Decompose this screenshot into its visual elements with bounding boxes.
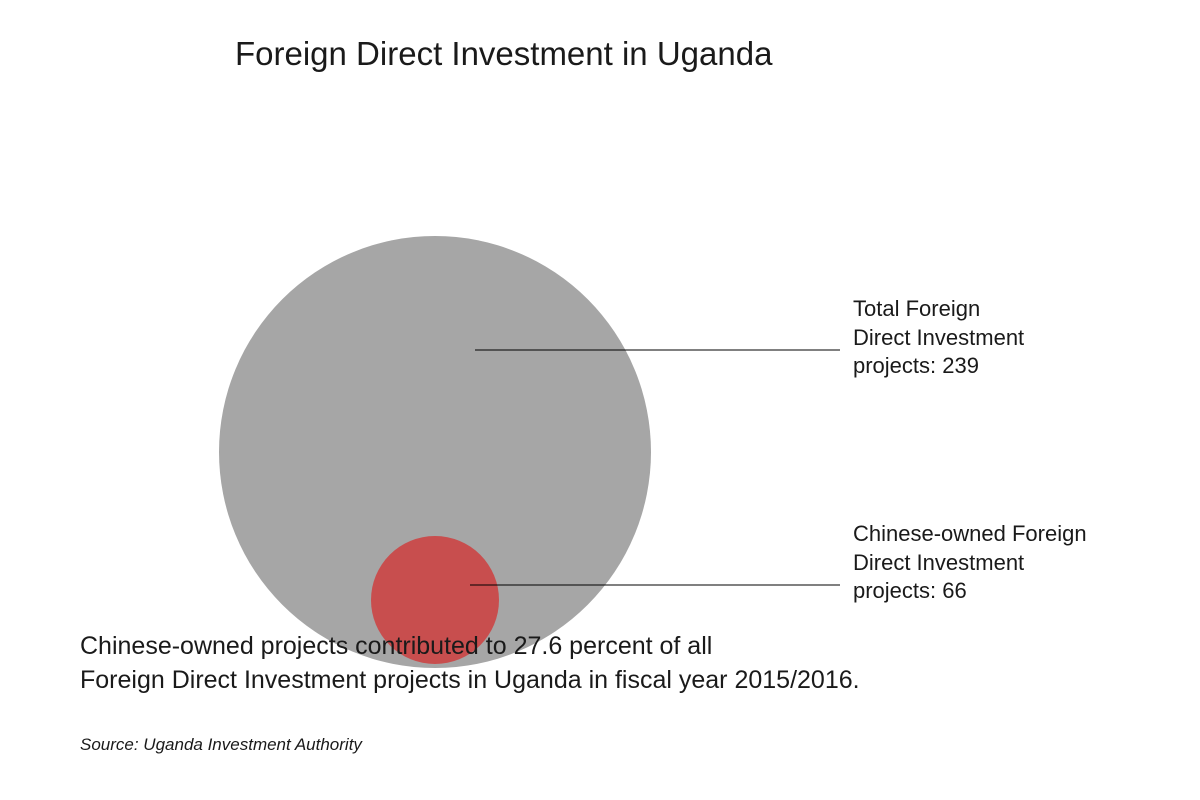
chart-description: Chinese-owned projects contributed to 27… (80, 630, 860, 698)
label-total-line1: Total Foreign (853, 295, 1024, 324)
chart-title: Foreign Direct Investment in Uganda (235, 35, 772, 73)
description-line2: Foreign Direct Investment projects in Ug… (80, 664, 860, 698)
label-chinese-line2: Direct Investment (853, 549, 1087, 578)
label-chinese-line3: projects: 66 (853, 577, 1087, 606)
label-chinese-line1: Chinese-owned Foreign (853, 520, 1087, 549)
description-line1: Chinese-owned projects contributed to 27… (80, 630, 860, 664)
label-total-line2: Direct Investment (853, 324, 1024, 353)
chart-container: Foreign Direct Investment in Uganda Tota… (0, 0, 1200, 800)
chart-area: Total Foreign Direct Investment projects… (0, 100, 1200, 580)
label-total-fdi: Total Foreign Direct Investment projects… (853, 295, 1024, 381)
leader-line-small (0, 100, 1200, 700)
label-chinese-fdi: Chinese-owned Foreign Direct Investment … (853, 520, 1087, 606)
chart-source: Source: Uganda Investment Authority (80, 735, 362, 755)
label-total-line3: projects: 239 (853, 352, 1024, 381)
